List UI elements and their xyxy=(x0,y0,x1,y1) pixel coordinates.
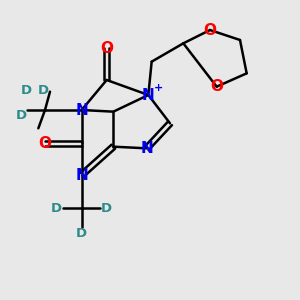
Text: +: + xyxy=(154,83,163,93)
Text: D: D xyxy=(51,202,62,215)
Text: O: O xyxy=(100,41,113,56)
Text: D: D xyxy=(16,109,27,122)
Text: D: D xyxy=(21,83,32,97)
Text: O: O xyxy=(203,22,217,38)
Text: O: O xyxy=(210,79,223,94)
Text: N: N xyxy=(75,103,88,118)
Text: D: D xyxy=(38,83,49,97)
Text: O: O xyxy=(38,136,52,151)
Text: N: N xyxy=(142,88,155,103)
Text: D: D xyxy=(76,227,87,240)
Text: N: N xyxy=(140,141,153,156)
Text: N: N xyxy=(75,167,88,182)
Text: D: D xyxy=(101,202,112,215)
